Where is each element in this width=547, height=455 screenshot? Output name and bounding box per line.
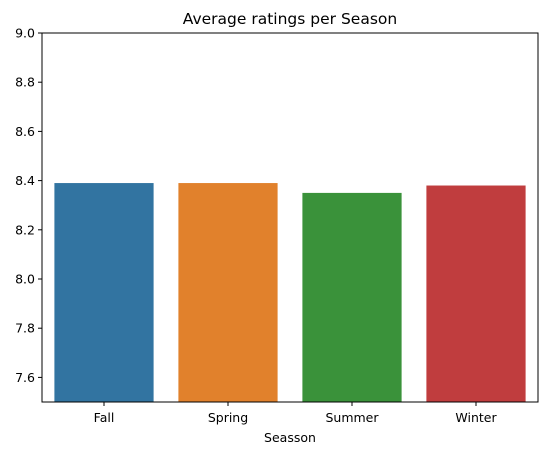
y-tick-label: 8.2 bbox=[15, 222, 35, 237]
bar-winter bbox=[426, 185, 526, 402]
bars-group bbox=[54, 183, 526, 402]
bar-spring bbox=[178, 183, 278, 402]
x-axis-label: Seasson bbox=[264, 430, 316, 445]
y-tick-label: 8.4 bbox=[15, 173, 35, 188]
bar-summer bbox=[302, 192, 402, 402]
x-tick-label: Winter bbox=[455, 410, 497, 425]
x-tick-label: Spring bbox=[208, 410, 248, 425]
x-axis: Fall Spring Summer Winter bbox=[94, 402, 497, 425]
y-tick-label: 8.8 bbox=[15, 75, 35, 90]
plot-frame bbox=[41, 32, 539, 403]
y-tick-label: 8.6 bbox=[15, 124, 35, 139]
x-tick-label: Fall bbox=[94, 410, 115, 425]
y-axis: 7.6 7.8 8.0 8.2 8.4 8.6 8.8 9.0 bbox=[15, 26, 42, 385]
y-tick-label: 8.0 bbox=[15, 272, 35, 287]
y-tick-label: 9.0 bbox=[15, 26, 35, 41]
y-tick-label: 7.8 bbox=[15, 321, 35, 336]
chart-title: Average ratings per Season bbox=[183, 10, 397, 28]
y-tick-label: 7.6 bbox=[15, 370, 35, 385]
bar-fall bbox=[54, 183, 154, 402]
x-tick-label: Summer bbox=[325, 410, 379, 425]
